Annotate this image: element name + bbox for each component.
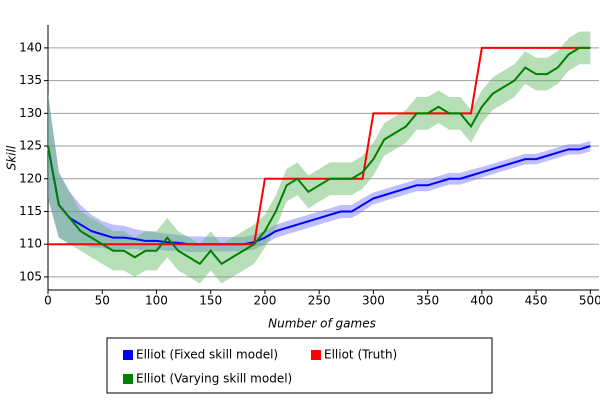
x-tick-label: 100 — [145, 294, 168, 308]
y-tick-label: 130 — [19, 106, 42, 120]
x-tick-label: 0 — [44, 294, 52, 308]
uncertainty-band — [48, 31, 591, 284]
x-tick-label: 50 — [95, 294, 110, 308]
x-tick-label: 150 — [199, 294, 222, 308]
legend-swatch — [123, 350, 133, 360]
x-tick-label: 300 — [362, 294, 385, 308]
legend-label: Elliot (Fixed skill model) — [136, 348, 278, 362]
x-tick-label: 500 — [579, 294, 600, 308]
legend-swatch — [123, 374, 133, 384]
y-tick-label: 115 — [19, 204, 42, 218]
y-tick-label: 105 — [19, 269, 42, 283]
series-line — [47, 46, 591, 266]
legend-box — [106, 337, 493, 394]
x-tick-label: 400 — [470, 294, 493, 308]
series-line — [48, 46, 591, 246]
x-tick-label: 250 — [308, 294, 331, 308]
y-axis-label: Skill — [5, 145, 19, 170]
x-tick-label: 450 — [525, 294, 548, 308]
legend-label: Elliot (Varying skill model) — [136, 372, 292, 386]
legend-label: Elliot (Truth) — [324, 348, 397, 362]
series-line — [47, 145, 591, 246]
x-tick-label: 350 — [416, 294, 439, 308]
x-tick-label: 200 — [253, 294, 276, 308]
y-tick-label: 125 — [19, 139, 42, 153]
y-tick-label: 135 — [19, 73, 42, 87]
y-tick-label: 140 — [19, 40, 42, 54]
x-axis-label: Number of games — [268, 317, 376, 331]
y-tick-label: 120 — [19, 171, 42, 185]
legend-swatch — [311, 350, 321, 360]
y-tick-label: 110 — [19, 237, 42, 251]
